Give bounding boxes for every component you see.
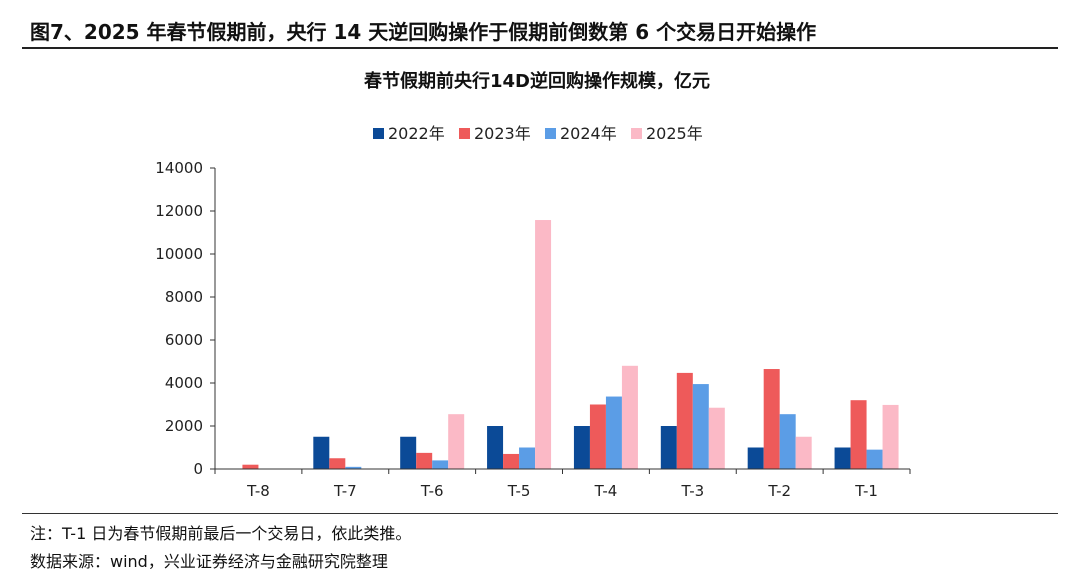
data-source: 数据来源：wind，兴业证券经济与金融研究院整理 [30, 552, 388, 571]
bar [708, 407, 725, 469]
bar [605, 396, 622, 469]
legend-label: 2025年 [646, 124, 703, 143]
legend-label: 2023年 [474, 124, 531, 143]
bar [503, 453, 520, 469]
bar [242, 464, 259, 469]
bar [882, 404, 899, 469]
bar [573, 426, 590, 469]
legend-label: 2024年 [560, 124, 617, 143]
chart-title: 春节假期前央行14D逆回购操作规模，亿元 [364, 70, 710, 92]
bar [448, 414, 465, 469]
legend-swatch [459, 128, 470, 139]
y-tick-label: 8000 [165, 288, 203, 306]
y-axis: 0 2000 4000 6000 8000 10000 12000 14000 [155, 159, 216, 478]
legend-swatch [631, 128, 642, 139]
bar [329, 458, 346, 469]
bar [432, 460, 449, 469]
bar [400, 436, 417, 469]
bar-series [313, 426, 851, 469]
bar [834, 447, 851, 469]
x-tick-label: T-4 [594, 482, 618, 500]
y-tick-label: 10000 [155, 245, 203, 263]
bar-series [345, 384, 883, 469]
bottom-rule [22, 513, 1058, 514]
bar [763, 369, 780, 469]
bar [535, 220, 552, 469]
x-tick-label: T-5 [507, 482, 531, 500]
y-tick-label: 14000 [155, 159, 203, 177]
bar [779, 414, 796, 469]
y-tick-label: 12000 [155, 202, 203, 220]
figure-title: 图7、2025 年春节假期前，央行 14 天逆回购操作于假期前倒数第 6 个交易… [30, 20, 817, 44]
bar [487, 426, 504, 469]
bar [589, 404, 606, 469]
bar-series [242, 369, 867, 469]
legend-label: 2022年 [388, 124, 445, 143]
y-tick-label: 2000 [165, 417, 203, 435]
footnote: 注：T-1 日为春节假期前最后一个交易日，依此类推。 [30, 524, 412, 543]
bar [660, 426, 677, 469]
x-tick-label: T-2 [767, 482, 791, 500]
legend-swatch [373, 128, 384, 139]
bar [850, 400, 867, 469]
x-tick-label: T-6 [420, 482, 444, 500]
bar [313, 436, 330, 469]
x-axis: T-8 T-7 T-6 T-5 T-4 T-3 T-2 T-1 [214, 468, 911, 500]
x-tick-label: T-8 [246, 482, 270, 500]
top-rule [22, 47, 1058, 49]
y-tick-label: 4000 [165, 374, 203, 392]
x-tick-label: T-3 [680, 482, 704, 500]
bar [345, 466, 362, 469]
bar [416, 452, 433, 469]
chart-legend: 2022年 2023年 2024年 2025年 [373, 124, 703, 143]
y-tick-label: 6000 [165, 331, 203, 349]
x-tick-label: T-1 [854, 482, 878, 500]
bar [676, 372, 693, 469]
bar-series [448, 220, 899, 469]
bar [747, 447, 764, 469]
bar [621, 365, 638, 469]
bar [692, 384, 709, 469]
x-tick-label: T-7 [333, 482, 357, 500]
bar-series-group [242, 220, 899, 469]
legend-swatch [545, 128, 556, 139]
bar [866, 449, 883, 469]
y-tick-label: 0 [193, 460, 203, 478]
bar [795, 436, 812, 469]
bar [519, 447, 536, 469]
